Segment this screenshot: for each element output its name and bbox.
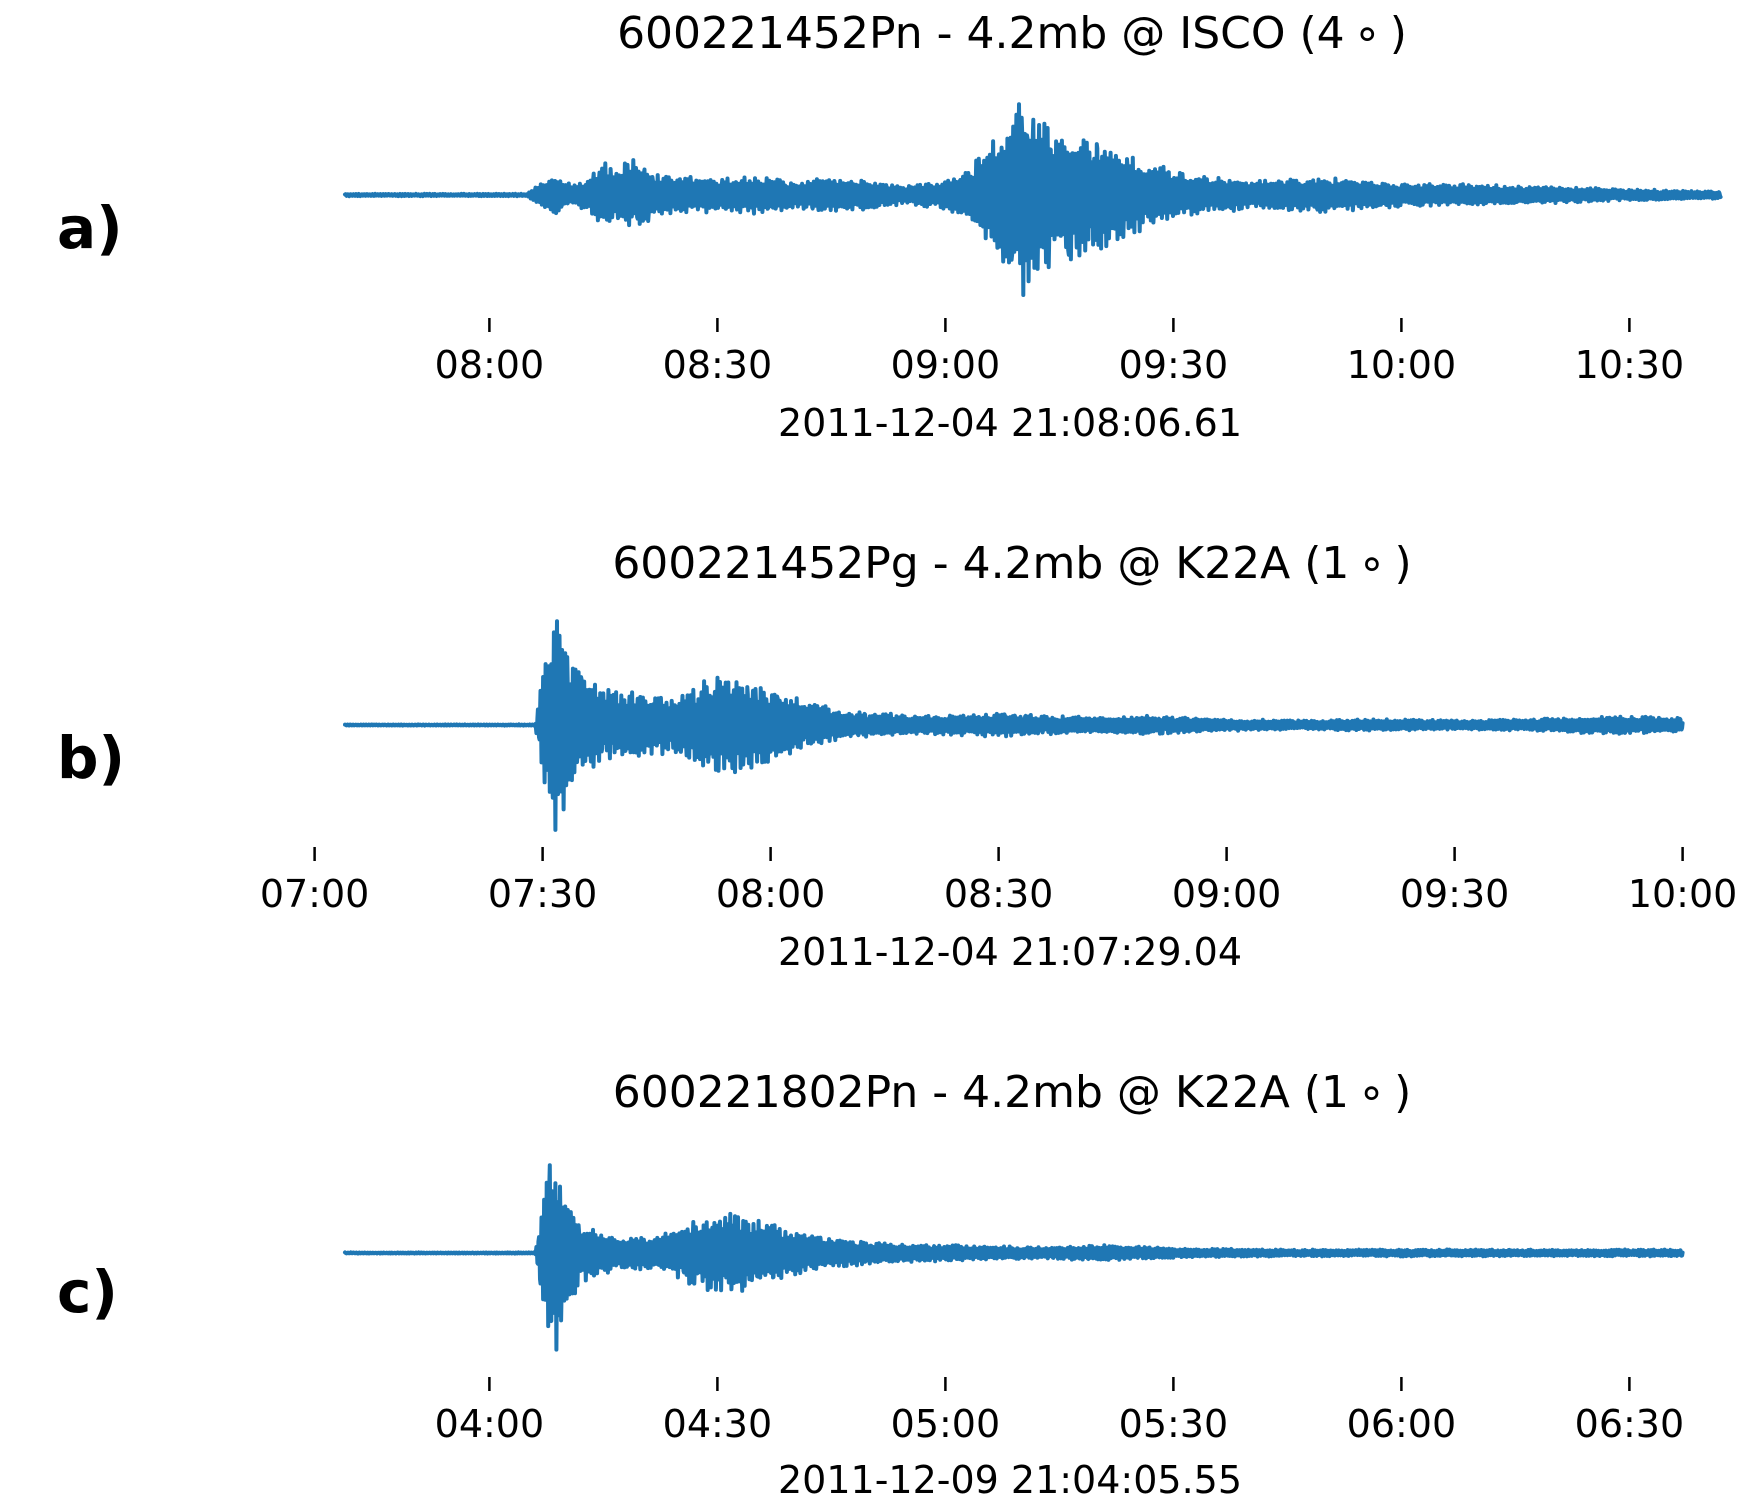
x-tick-label: 06:30 xyxy=(1575,1402,1685,1446)
waveform-trace xyxy=(343,1163,1685,1352)
x-axis-label: 2011-12-09 21:04:05.55 xyxy=(778,1458,1242,1500)
waveform-trace xyxy=(343,619,1685,832)
x-tick-label: 09:00 xyxy=(1172,872,1282,916)
x-tick-label: 05:30 xyxy=(1119,1402,1229,1446)
x-axis-label: 2011-12-04 21:07:29.04 xyxy=(778,930,1242,974)
panel-label: c) xyxy=(57,1258,118,1326)
panel-c: 600221802Pn - 4.2mb @ K22A (1 ∘ ) c) 04:… xyxy=(57,1067,1685,1500)
panel-title: 600221452Pn - 4.2mb @ ISCO (4 ∘ ) xyxy=(617,8,1407,59)
x-tick-label: 10:00 xyxy=(1347,343,1457,387)
x-tick-label: 09:30 xyxy=(1119,343,1229,387)
panel-b: 600221452Pg - 4.2mb @ K22A (1 ∘ ) b) 07:… xyxy=(57,538,1737,974)
x-tick-label: 10:30 xyxy=(1575,343,1685,387)
panel-a: 600221452Pn - 4.2mb @ ISCO (4 ∘ ) a) 08:… xyxy=(57,8,1723,445)
x-tick-label: 09:00 xyxy=(891,343,1001,387)
panel-label: b) xyxy=(57,724,125,792)
x-tick-label: 10:00 xyxy=(1628,872,1738,916)
x-axis-ticks: 08:00 08:30 09:00 09:30 10:00 10:30 xyxy=(435,318,1685,387)
x-tick-label: 08:00 xyxy=(716,872,826,916)
x-tick-label: 08:30 xyxy=(944,872,1054,916)
x-axis-ticks: 04:00 04:30 05:00 05:30 06:00 06:30 xyxy=(435,1377,1685,1446)
waveform-trace xyxy=(343,102,1723,297)
panel-label: a) xyxy=(57,194,123,262)
x-tick-label: 06:00 xyxy=(1347,1402,1457,1446)
x-tick-label: 04:00 xyxy=(435,1402,545,1446)
x-tick-label: 04:30 xyxy=(663,1402,773,1446)
x-tick-label: 05:00 xyxy=(891,1402,1001,1446)
x-tick-label: 08:00 xyxy=(435,343,545,387)
x-axis-ticks: 07:00 07:30 08:00 08:30 09:00 09:30 10:00 xyxy=(260,847,1738,916)
panel-title: 600221802Pn - 4.2mb @ K22A (1 ∘ ) xyxy=(613,1067,1412,1118)
x-tick-label: 07:30 xyxy=(488,872,598,916)
x-tick-label: 09:30 xyxy=(1400,872,1510,916)
x-tick-label: 08:30 xyxy=(663,343,773,387)
x-tick-label: 07:00 xyxy=(260,872,370,916)
panel-title: 600221452Pg - 4.2mb @ K22A (1 ∘ ) xyxy=(612,538,1411,589)
x-axis-label: 2011-12-04 21:08:06.61 xyxy=(778,401,1242,445)
